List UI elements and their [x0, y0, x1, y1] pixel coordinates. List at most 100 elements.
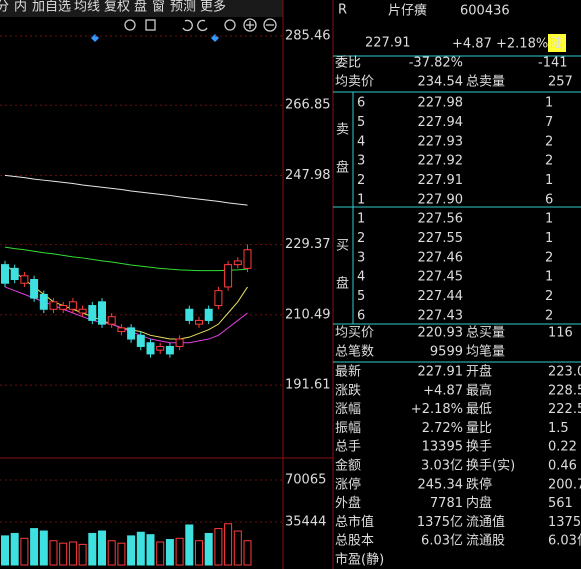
label: 最低 [466, 402, 492, 417]
order-price: 227.98 [418, 96, 464, 111]
candle-body [107, 316, 116, 325]
volume-bar [88, 532, 97, 566]
tag-box [548, 34, 566, 52]
order-price: 227.92 [418, 154, 464, 169]
order-volume: 2 [545, 309, 553, 324]
volume-bar [127, 535, 136, 566]
toolbar-item[interactable]: 预测 [170, 0, 196, 15]
value: 1.5 [548, 421, 569, 436]
volume-bar [195, 540, 203, 566]
value: 223.0 [548, 365, 581, 380]
level: 6 [357, 96, 365, 111]
value: 222.5 [548, 402, 581, 417]
price: 227.91 [365, 36, 411, 51]
value: 3.03亿 [421, 459, 463, 474]
value: 116 [548, 326, 573, 341]
candle-body [88, 305, 97, 321]
order-volume: 2 [545, 154, 553, 169]
label: 总手 [335, 440, 361, 455]
label: 振幅 [335, 421, 361, 436]
label: 涨跌 [335, 382, 361, 398]
volume-bar [233, 530, 242, 566]
volume-bar [98, 530, 106, 566]
label: 换手(实) [466, 459, 515, 474]
value: 9599 [430, 345, 463, 360]
volume-bar [117, 542, 126, 566]
value: 2.72% [422, 421, 463, 436]
candle-body [156, 345, 165, 351]
label: 市盈(静) [335, 552, 384, 568]
volume-bar [39, 530, 48, 566]
label: 总市值 [335, 514, 374, 530]
level: 4 [357, 134, 365, 149]
toolbar-item[interactable]: 更多 [200, 0, 226, 15]
label: 委比 [335, 56, 361, 71]
label: 量比 [466, 421, 492, 436]
level: 4 [357, 270, 365, 285]
label: 总股本 [335, 534, 374, 549]
candle-body [146, 342, 155, 355]
candle-body [136, 334, 145, 347]
order-volume: 1 [545, 231, 553, 246]
volume-bar [10, 532, 19, 566]
toolbar-item[interactable]: 均线 [74, 0, 100, 15]
order-volume: 2 [545, 289, 553, 304]
toolbar-item[interactable]: 内 [14, 0, 27, 15]
value: 7781 [430, 496, 463, 511]
stock-name: 片仔癀 [388, 3, 427, 19]
value: 257 [548, 75, 573, 90]
value: 0.22 [548, 440, 577, 455]
volume-bar [156, 541, 165, 566]
volume-bar [1, 535, 9, 566]
order-price: 227.56 [418, 212, 464, 227]
y-tick-label: 229.37 [285, 237, 331, 252]
candle-body [39, 293, 48, 310]
level: 3 [357, 250, 365, 265]
order-volume: 1 [545, 173, 553, 188]
pct: +2.18% [496, 37, 548, 52]
order-volume: 6 [545, 193, 553, 208]
value: -37.82% [409, 56, 463, 71]
side-label: 卖 [336, 123, 349, 138]
toolbar-item[interactable]: 加自选 [32, 0, 71, 15]
toolbar-item[interactable]: 盘 [134, 0, 147, 15]
level: 1 [357, 193, 365, 208]
candle-body [117, 327, 126, 333]
volume-bar [136, 531, 145, 566]
label: 涨停 [335, 476, 361, 492]
order-price: 227.44 [418, 289, 464, 304]
value: 561 [548, 496, 573, 511]
label: 总笔数 [335, 344, 374, 360]
order-volume: 1 [545, 212, 553, 227]
candle-body [224, 264, 233, 288]
y-tick-label: 191.61 [285, 378, 331, 393]
value: 227.91 [418, 365, 464, 380]
order-volume: 2 [545, 134, 553, 149]
level: 3 [357, 154, 365, 169]
level: 1 [357, 212, 365, 227]
volume-bar [165, 539, 174, 566]
level: 5 [357, 115, 365, 130]
candle-body [30, 279, 39, 299]
label: 最高 [466, 382, 492, 398]
order-volume: 1 [545, 270, 553, 285]
label: 均买价 [335, 326, 374, 341]
label: 总买量 [466, 326, 505, 341]
volume-bar [49, 540, 58, 566]
y-tick-label: 210.49 [285, 307, 331, 322]
value: -141 [538, 56, 568, 71]
label: 外盘 [335, 495, 361, 511]
label: 总卖量 [466, 75, 505, 90]
order-volume: 1 [545, 96, 553, 111]
candle-body [204, 308, 213, 321]
toolbar-item[interactable]: 窗 [152, 0, 165, 15]
side-label: 买 [336, 239, 349, 254]
toolbar-item[interactable]: 分 [0, 0, 9, 15]
candle-body [165, 345, 174, 355]
candle-body [214, 290, 223, 307]
toolbar-item[interactable]: 复权 [104, 0, 130, 15]
candle-body [49, 301, 58, 310]
label: 流通股 [466, 534, 505, 549]
